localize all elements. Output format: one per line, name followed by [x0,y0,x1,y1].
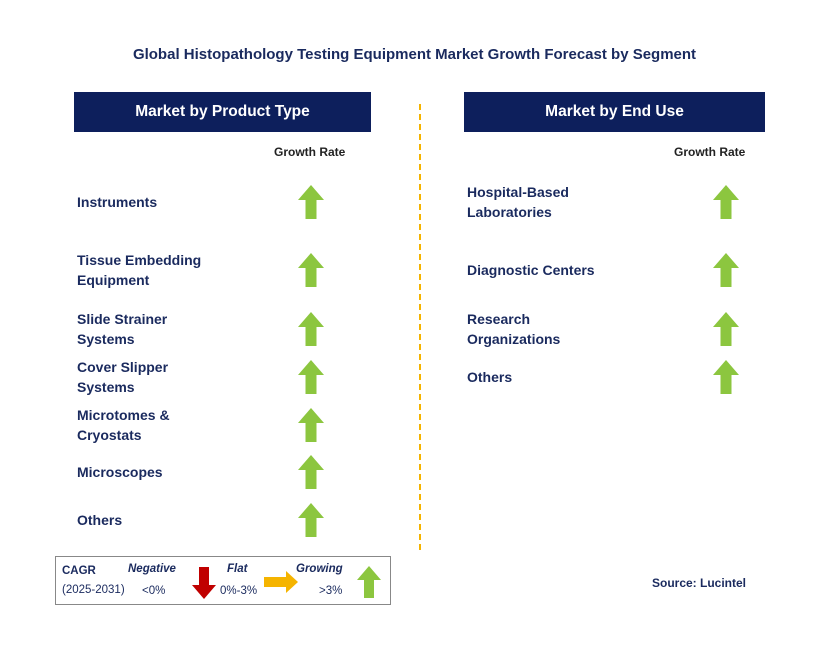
legend-flat-label: Flat [227,563,248,575]
up-arrow-icon [298,455,324,494]
source-note: Source: Lucintel [652,576,747,590]
product-type-item-label: Instruments [77,194,158,210]
product-type-header: Market by Product Type [74,92,371,132]
product-type-item-label: Microtomes & Cryostats [77,407,170,443]
legend-box: CAGR (2025-2031) Negative <0% Flat 0%-3%… [55,556,391,605]
product-growth-rate-label: Growth Rate [274,145,346,159]
end-use-item-label: Diagnostic Centers [467,262,595,278]
legend-cagr-label: CAGR [62,565,96,577]
end-use-item-label: Research Organizations [467,311,561,347]
up-arrow-icon [298,312,324,351]
up-arrow-icon [713,253,739,292]
up-arrow-icon [298,503,324,542]
up-arrow-icon [713,360,739,399]
legend-flat-range: 0%-3% [220,585,258,597]
panel-divider [419,104,421,550]
up-arrow-icon [713,185,739,224]
up-arrow-icon [357,566,381,598]
end-use-growth-rate-label: Growth Rate [674,145,746,159]
page-title: Global Histopathology Testing Equipment … [132,46,697,63]
legend-growing-range: >3% [319,585,343,597]
up-arrow-icon [298,253,324,292]
legend-negative-label: Negative [128,563,176,575]
down-arrow-icon [192,567,216,599]
up-arrow-icon [713,312,739,351]
end-use-header: Market by End Use [464,92,765,132]
product-type-item-label: Slide Strainer Systems [77,311,168,347]
end-use-item-label: Others [467,369,513,385]
product-type-item-label: Others [77,512,123,528]
legend-growing-label: Growing [296,563,343,575]
product-type-item-label: Tissue Embedding Equipment [77,252,202,288]
up-arrow-icon [298,185,324,224]
legend-negative-range: <0% [142,585,166,597]
end-use-item-label: Hospital-Based Laboratories [467,184,569,220]
up-arrow-icon [298,408,324,447]
right-arrow-icon [264,571,298,593]
product-type-item-label: Cover Slipper Systems [77,359,169,395]
legend-period: (2025-2031) [62,584,125,596]
up-arrow-icon [298,360,324,399]
product-type-item-label: Microscopes [77,464,163,480]
